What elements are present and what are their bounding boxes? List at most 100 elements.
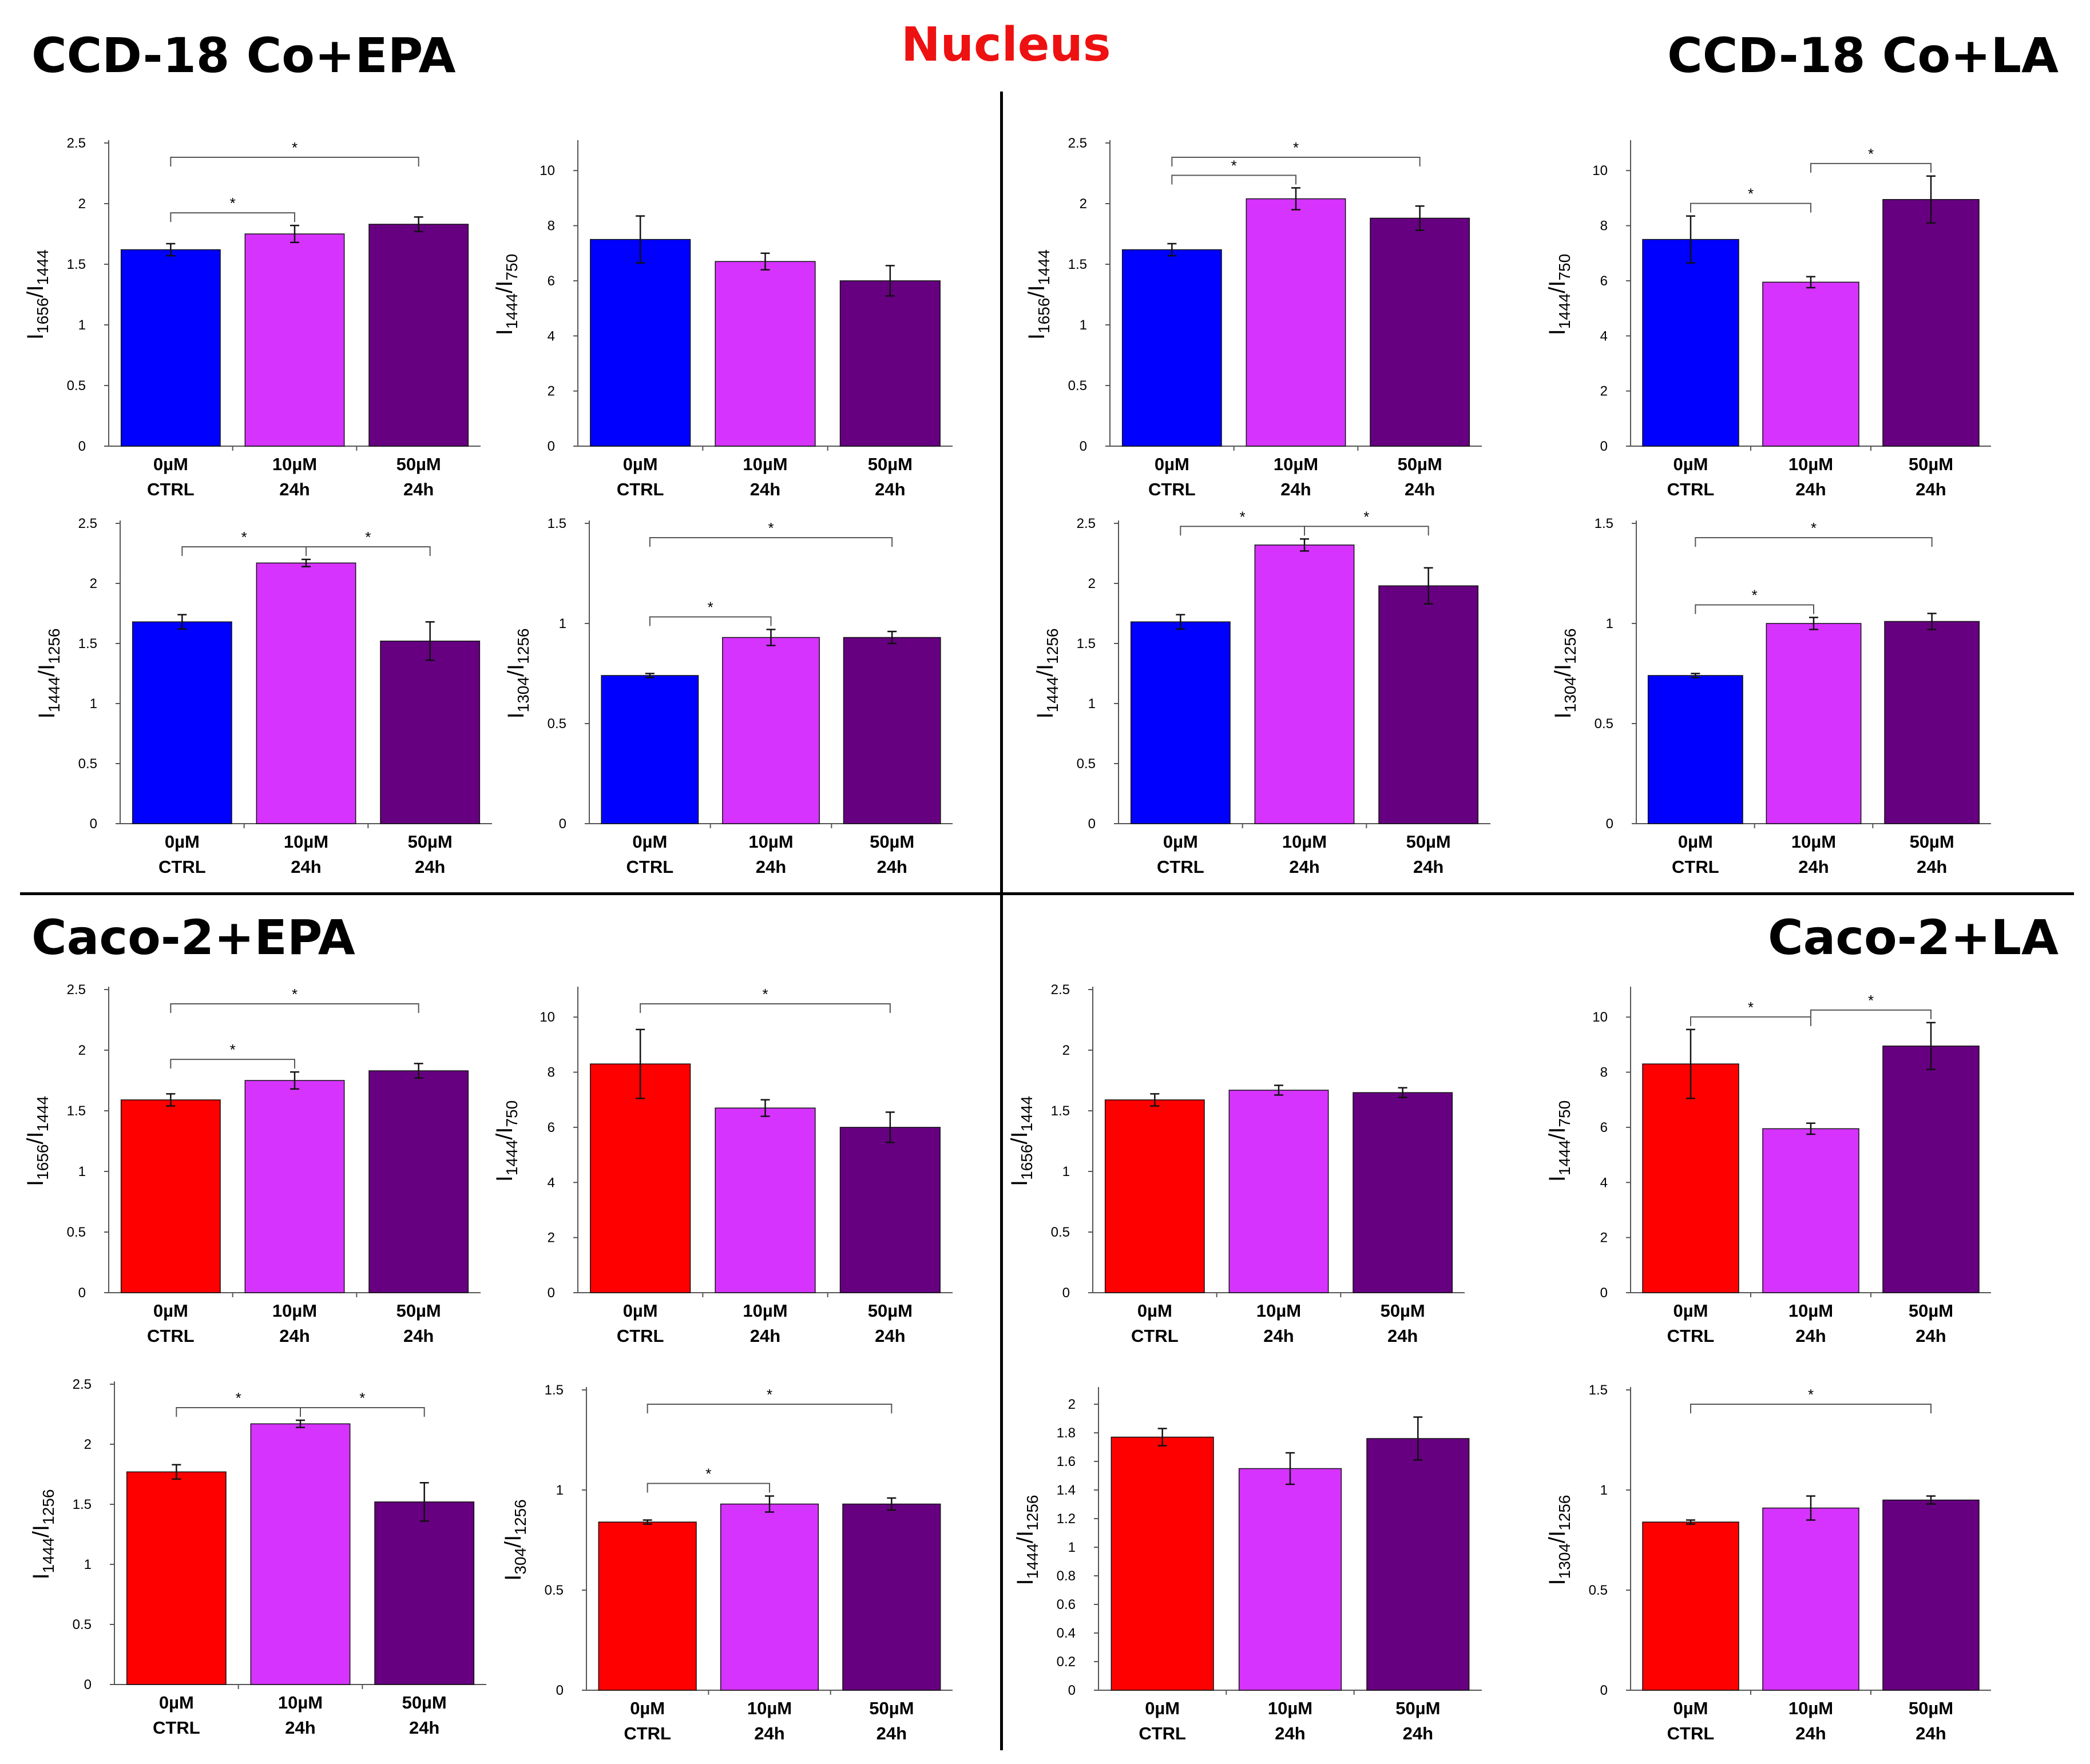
chart-12-bar-2	[1353, 1092, 1453, 1293]
chart-3-x-sublabel-0: CTRL	[626, 857, 674, 877]
chart-13-x-label-1: 10µM	[1788, 1301, 1833, 1321]
chart-4-y-axis-label: I1656/I1444	[1024, 249, 1053, 340]
chart-0-x-sublabel-0: CTRL	[147, 479, 195, 499]
y-axis-label-subscript: 1444	[1556, 1140, 1573, 1175]
chart-6-y-tick-label: 1	[1088, 696, 1096, 712]
chart-10-y-tick-label: 1.5	[73, 1497, 92, 1512]
chart-2-y-tick-label: 2.5	[78, 516, 97, 531]
chart-14-y-tick-label: 1.2	[1057, 1511, 1076, 1527]
chart-0-x-sublabel-2: 24h	[403, 479, 434, 499]
chart-4-sig-label-1: *	[1293, 139, 1299, 156]
chart-5-sig-bracket-0	[1690, 202, 1811, 213]
y-axis-label-subscript: 1444	[39, 1537, 57, 1573]
chart-9-bar-2	[839, 1127, 941, 1293]
chart-4-x-label-2: 50µM	[1398, 454, 1442, 474]
y-axis-label-text: /I	[23, 1131, 48, 1144]
y-axis-label-subscript: 1304	[1556, 1543, 1573, 1579]
y-axis-label-text: /I	[1550, 664, 1576, 677]
chart-13-bar-2	[1882, 1046, 1980, 1293]
chart-4-x-sublabel-1: 24h	[1280, 479, 1311, 499]
chart-11-bar-0	[598, 1521, 697, 1691]
chart-3-x-label-2: 50µM	[870, 832, 914, 852]
chart-6-sig-bracket-0	[1180, 526, 1305, 536]
chart-0-sig-bracket-1	[170, 157, 419, 166]
vertical-divider	[1000, 92, 1003, 1750]
chart-9-x-sublabel-2: 24h	[875, 1326, 905, 1346]
chart-10-x-sublabel-2: 24h	[409, 1718, 439, 1738]
chart-13-y-tick-label: 4	[1600, 1175, 1608, 1190]
chart-12-x-label-0: 0µM	[1137, 1301, 1172, 1321]
y-axis-label-text: /I	[1545, 1127, 1570, 1140]
chart-6-bar-2	[1378, 585, 1479, 824]
chart-6-x-label-1: 10µM	[1282, 832, 1327, 852]
chart-1-x-sublabel-1: 24h	[750, 479, 780, 499]
chart-14-y-axis-label: I1444/I1256	[1013, 1495, 1041, 1586]
y-axis-label-subscript: 1444	[1024, 1543, 1041, 1579]
chart-7-y-tick-label: 1.5	[1595, 516, 1613, 531]
chart-14-y-tick-label: 0.8	[1057, 1568, 1076, 1584]
chart-5-y-tick-label: 0	[1600, 439, 1608, 454]
chart-13-y-axis-label: I1444/I750	[1545, 1100, 1573, 1182]
y-axis-label-text: /I	[1033, 664, 1058, 677]
chart-5-bar-1	[1762, 281, 1859, 447]
y-axis-label-text: I	[23, 1180, 48, 1186]
chart-7-bar-0	[1647, 675, 1743, 824]
chart-1-y-axis-label: I1444/I750	[492, 254, 521, 335]
chart-11-x-sublabel-0: CTRL	[624, 1723, 671, 1743]
chart-13-sig-label-1: *	[1868, 992, 1874, 1009]
chart-15-x-label-2: 50µM	[1909, 1698, 1953, 1718]
chart-4-x-label-0: 0µM	[1155, 454, 1189, 474]
y-axis-label-subscript: 1256	[1024, 1495, 1041, 1531]
chart-3-sig-bracket-1	[649, 537, 893, 547]
y-axis-label-text: I	[1545, 1175, 1570, 1182]
chart-8-y-tick-label: 1	[78, 1164, 86, 1179]
panel-title-ccd18-la: CCD-18 Co+LA	[1667, 27, 2059, 84]
y-axis-label-subscript: 304	[511, 1548, 529, 1575]
chart-13-y-tick-label: 10	[1592, 1010, 1608, 1025]
chart-9-y-tick-label: 6	[548, 1120, 555, 1135]
chart-13-bar-0	[1642, 1063, 1739, 1293]
y-axis-label-subscript: 1656	[34, 1145, 51, 1180]
chart-1-y-tick-label: 4	[548, 328, 555, 344]
chart-4-y-tick-label: 0.5	[1068, 378, 1087, 394]
chart-10-sig-bracket-0	[176, 1407, 301, 1417]
chart-7-sig-bracket-0	[1695, 604, 1814, 614]
y-axis-label-text: /I	[29, 1525, 54, 1537]
chart-6-x-sublabel-2: 24h	[1413, 857, 1443, 877]
chart-5-sig-label-0: *	[1748, 185, 1754, 202]
y-axis-label-subscript: 1256	[45, 629, 63, 664]
y-axis-label-text: I	[34, 712, 60, 718]
y-axis-label-text: I	[492, 329, 517, 335]
chart-11-y-tick-label: 1.5	[545, 1382, 564, 1398]
y-axis-label-subscript: 1256	[1556, 1495, 1573, 1531]
chart-5-y-tick-label: 10	[1592, 163, 1608, 178]
chart-10-bar-1	[250, 1423, 351, 1685]
chart-4-x-sublabel-0: CTRL	[1148, 479, 1196, 499]
y-axis-label-text: /I	[503, 664, 529, 677]
chart-6-y-tick-label: 0	[1088, 816, 1096, 832]
chart-4-y-tick-label: 1.5	[1068, 257, 1087, 272]
y-axis-label-text: I	[503, 712, 529, 718]
chart-12-y-axis-label: I1656/I1444	[1007, 1096, 1036, 1186]
chart-14-y-tick-label: 1	[1068, 1540, 1076, 1555]
chart-2-bar-1	[256, 562, 356, 824]
y-axis-label-text: /I	[492, 1127, 517, 1140]
chart-0-sig-label-0: *	[230, 194, 236, 212]
chart-5-x-label-1: 10µM	[1788, 454, 1833, 474]
chart-4-y-tick-label: 1	[1080, 317, 1087, 333]
y-axis-label-subscript: 1444	[1018, 1096, 1036, 1131]
chart-7-x-sublabel-1: 24h	[1798, 857, 1829, 877]
chart-9-x-sublabel-1: 24h	[750, 1326, 780, 1346]
y-axis-label-subscript: 1256	[1561, 629, 1579, 664]
chart-9-y-tick-label: 4	[548, 1175, 555, 1190]
chart-10-x-label-0: 0µM	[159, 1693, 194, 1713]
chart-12-y-tick-label: 0.5	[1051, 1225, 1070, 1240]
chart-3-sig-bracket-0	[649, 616, 772, 626]
chart-7-y-axis-label: I1304/I1256	[1550, 629, 1579, 719]
chart-8-x-sublabel-2: 24h	[403, 1326, 434, 1346]
chart-9-y-tick-label: 10	[540, 1010, 555, 1025]
chart-4-y-tick-label: 0	[1080, 439, 1087, 454]
chart-8-sig-bracket-1	[170, 1003, 419, 1013]
chart-14-y-tick-label: 0.2	[1057, 1654, 1076, 1670]
